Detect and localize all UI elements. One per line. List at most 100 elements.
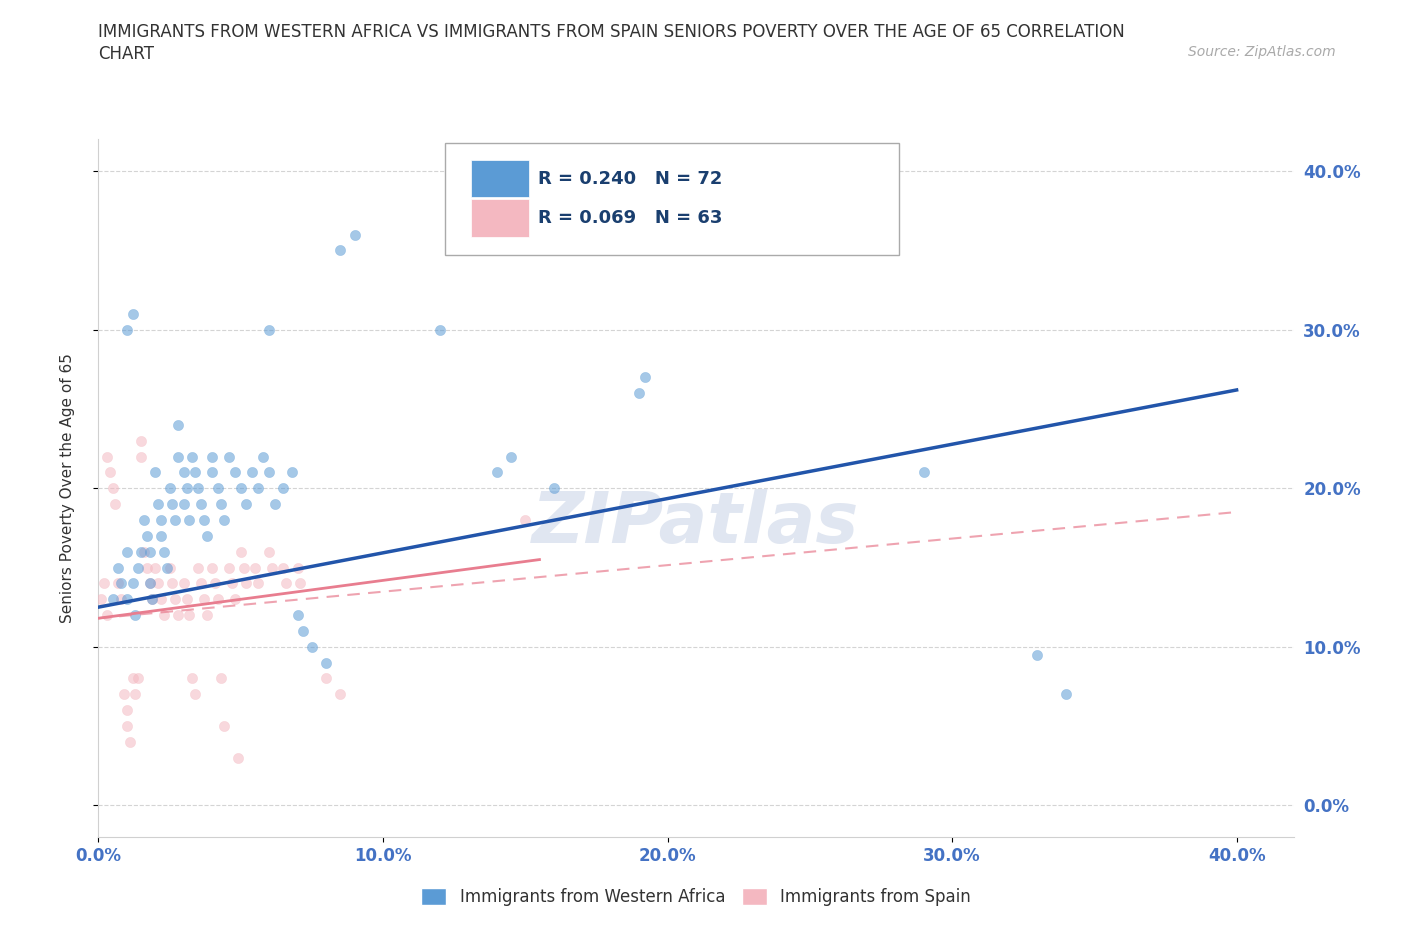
- Point: [246, 481, 269, 496]
- Point: [195, 607, 218, 622]
- Point: [150, 591, 173, 606]
- Point: [246, 576, 269, 591]
- FancyBboxPatch shape: [444, 143, 900, 255]
- Point: [115, 703, 138, 718]
- Point: [276, 576, 298, 591]
- Point: [187, 560, 209, 575]
- Point: [912, 465, 935, 480]
- Point: [329, 243, 352, 258]
- Point: [273, 560, 295, 575]
- Point: [204, 576, 226, 591]
- Point: [315, 671, 337, 686]
- Point: [201, 449, 224, 464]
- Point: [96, 449, 118, 464]
- Point: [127, 671, 149, 686]
- Point: [224, 591, 246, 606]
- Text: R = 0.069   N = 63: R = 0.069 N = 63: [538, 209, 723, 227]
- Point: [212, 719, 235, 734]
- Point: [167, 607, 190, 622]
- Point: [343, 227, 366, 242]
- Point: [634, 370, 657, 385]
- Point: [110, 591, 132, 606]
- Point: [243, 560, 266, 575]
- Point: [229, 544, 252, 559]
- Text: R = 0.240   N = 72: R = 0.240 N = 72: [538, 169, 723, 188]
- Point: [162, 497, 184, 512]
- Point: [315, 655, 337, 670]
- Point: [201, 465, 224, 480]
- Point: [179, 512, 201, 527]
- Point: [221, 576, 243, 591]
- Point: [218, 449, 240, 464]
- Point: [184, 687, 207, 702]
- Point: [167, 449, 190, 464]
- Point: [260, 560, 283, 575]
- Point: [138, 576, 160, 591]
- Point: [132, 544, 155, 559]
- Point: [290, 576, 312, 591]
- Point: [150, 528, 173, 543]
- Point: [207, 481, 229, 496]
- FancyBboxPatch shape: [471, 160, 529, 197]
- Point: [141, 591, 163, 606]
- Point: [184, 465, 207, 480]
- Point: [287, 607, 309, 622]
- Point: [115, 591, 138, 606]
- Point: [143, 465, 166, 480]
- Point: [93, 576, 115, 591]
- Point: [329, 687, 352, 702]
- Point: [1054, 687, 1077, 702]
- Point: [485, 465, 508, 480]
- Point: [273, 481, 295, 496]
- Point: [229, 481, 252, 496]
- Point: [193, 512, 215, 527]
- Point: [90, 591, 112, 606]
- Point: [181, 671, 204, 686]
- Point: [179, 607, 201, 622]
- Point: [156, 560, 179, 575]
- Point: [96, 607, 118, 622]
- Point: [224, 465, 246, 480]
- Point: [153, 607, 176, 622]
- Point: [209, 671, 232, 686]
- Point: [107, 576, 129, 591]
- Point: [628, 386, 651, 401]
- Point: [141, 591, 163, 606]
- Point: [257, 323, 280, 338]
- Point: [212, 512, 235, 527]
- Point: [135, 560, 157, 575]
- Point: [143, 560, 166, 575]
- Point: [165, 591, 187, 606]
- Point: [187, 481, 209, 496]
- Point: [153, 544, 176, 559]
- Point: [226, 751, 249, 765]
- Point: [190, 576, 212, 591]
- Point: [281, 465, 304, 480]
- Point: [232, 560, 254, 575]
- Point: [148, 576, 170, 591]
- Point: [429, 323, 451, 338]
- Point: [176, 481, 198, 496]
- Point: [207, 591, 229, 606]
- Point: [129, 433, 152, 448]
- Point: [209, 497, 232, 512]
- Point: [173, 465, 195, 480]
- Point: [193, 591, 215, 606]
- Point: [159, 560, 181, 575]
- Point: [124, 607, 146, 622]
- Point: [104, 497, 127, 512]
- Point: [201, 560, 224, 575]
- Text: IMMIGRANTS FROM WESTERN AFRICA VS IMMIGRANTS FROM SPAIN SENIORS POVERTY OVER THE: IMMIGRANTS FROM WESTERN AFRICA VS IMMIGR…: [98, 23, 1125, 41]
- Text: CHART: CHART: [98, 45, 155, 62]
- Point: [124, 687, 146, 702]
- Point: [115, 719, 138, 734]
- Point: [127, 560, 149, 575]
- Point: [235, 576, 257, 591]
- Point: [292, 623, 315, 638]
- Point: [150, 512, 173, 527]
- Point: [112, 687, 135, 702]
- Point: [129, 449, 152, 464]
- Point: [118, 735, 141, 750]
- Point: [1026, 647, 1049, 662]
- Point: [167, 418, 190, 432]
